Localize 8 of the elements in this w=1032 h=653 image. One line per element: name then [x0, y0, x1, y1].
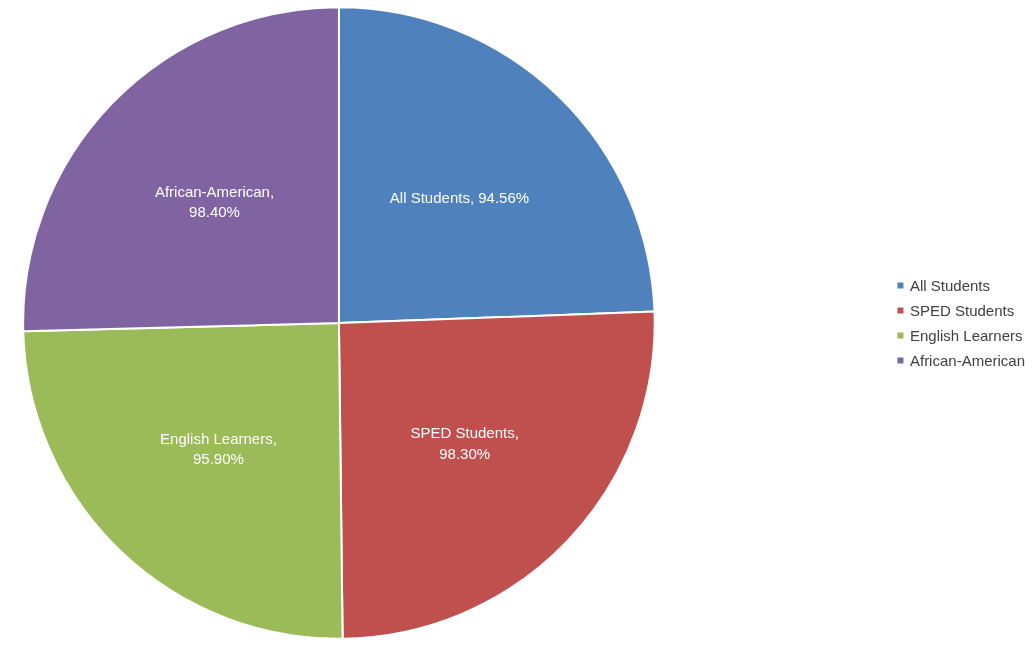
- data-label: African-American, 98.40%: [154, 182, 275, 221]
- legend-label: SPED Students: [909, 301, 1015, 319]
- legend-label: African-American: [909, 351, 1025, 369]
- data-label: English Learners, 95.90%: [160, 429, 277, 467]
- legend-label: English Learners: [909, 326, 1023, 344]
- data-label: All Students, 94.56%: [389, 189, 530, 207]
- legend-label: All Students: [909, 276, 990, 294]
- data-label: SPED Students, 98.30%: [410, 424, 519, 462]
